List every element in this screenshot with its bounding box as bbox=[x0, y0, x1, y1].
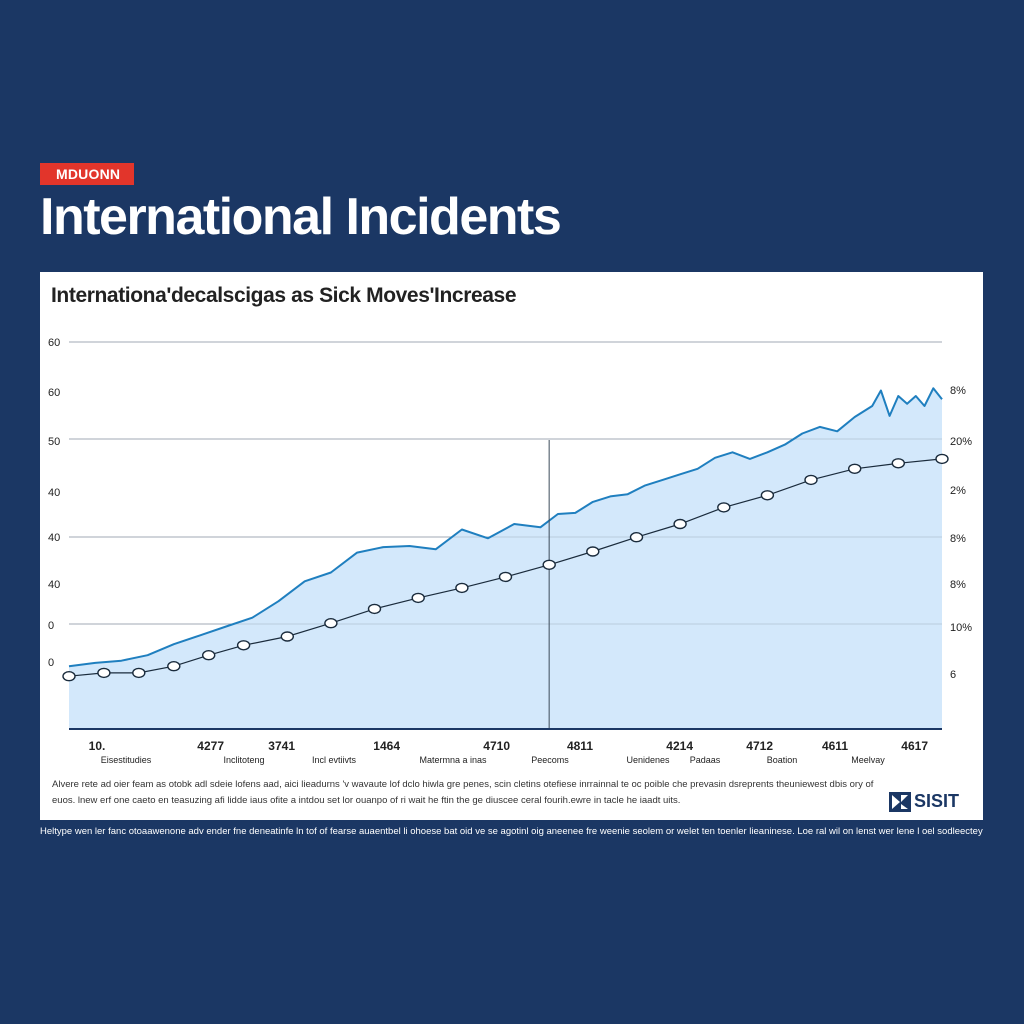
series-2-point-19 bbox=[848, 463, 862, 475]
series-2-point-14 bbox=[629, 532, 644, 543]
caption-line-2: euos. lnew erf one caeto en teasuzing af… bbox=[52, 795, 681, 806]
chart-caption: Alvere rete ad oier feam as otobk adl sd… bbox=[52, 777, 952, 809]
series-2-point-12 bbox=[542, 559, 556, 570]
series-2-point-21 bbox=[935, 453, 949, 465]
y-tick-left-7: 0 bbox=[48, 657, 54, 669]
y-tick-left-5: 40 bbox=[48, 579, 60, 591]
y-tick-right-1: 20% bbox=[950, 436, 972, 448]
x-tick-label-8: Meelvay bbox=[851, 755, 885, 765]
series-2-point-7 bbox=[324, 618, 338, 629]
series-2-point-9 bbox=[411, 592, 425, 604]
y-tick-right-4: 8% bbox=[950, 579, 966, 591]
series-1-line bbox=[68, 387, 943, 668]
series-2-line bbox=[68, 458, 943, 677]
series-2-point-17 bbox=[760, 490, 775, 501]
brand-name: SISIT bbox=[913, 791, 959, 811]
series-2-point-8 bbox=[367, 603, 382, 615]
series-2-point-6 bbox=[280, 631, 295, 642]
y-tick-right-5: 10% bbox=[950, 622, 972, 634]
x-tick-number-6: 4214 bbox=[666, 739, 693, 753]
y-tick-right-3: 8% bbox=[950, 533, 966, 545]
y-tick-left-2: 50 bbox=[48, 436, 60, 448]
series-2-point-10 bbox=[455, 582, 469, 594]
x-tick-number-4: 4710 bbox=[483, 739, 510, 753]
x-tick-number-9: 4617 bbox=[901, 739, 928, 753]
series-2-point-18 bbox=[804, 474, 818, 486]
x-tick-label-6: Padaas bbox=[690, 755, 721, 765]
series-2-point-20 bbox=[891, 458, 905, 469]
y-tick-right-6: 6 bbox=[950, 669, 956, 681]
series-1-area bbox=[69, 388, 942, 728]
brand-logo: SISIT bbox=[888, 791, 959, 812]
x-tick-label-3: Matermna a inas bbox=[419, 755, 487, 765]
x-tick-number-7: 4712 bbox=[746, 739, 773, 753]
series-2-point-15 bbox=[673, 518, 687, 530]
x-tick-number-2: 3741 bbox=[268, 739, 295, 753]
y-tick-left-3: 40 bbox=[48, 487, 60, 499]
series-2-point-5 bbox=[236, 640, 251, 651]
caption-line-1: Alvere rete ad oier feam as otobk adl sd… bbox=[52, 779, 874, 790]
x-tick-label-0: Eisestitudies bbox=[101, 755, 152, 765]
x-tick-number-0: 10. bbox=[89, 739, 106, 753]
x-tick-label-4: Peecoms bbox=[531, 755, 569, 765]
y-tick-left-4: 40 bbox=[48, 532, 60, 544]
y-tick-left-0: 60 bbox=[48, 337, 60, 349]
category-tag: MDUONN bbox=[40, 163, 135, 185]
series-2-point-3 bbox=[167, 661, 181, 672]
brand-mark-icon bbox=[888, 791, 911, 812]
series-2-point-4 bbox=[201, 650, 216, 661]
x-tick-number-8: 4611 bbox=[822, 739, 848, 753]
x-tick-number-1: 4277 bbox=[197, 739, 224, 753]
x-tick-number-5: 4811 bbox=[567, 739, 593, 753]
series-2-point-11 bbox=[498, 571, 513, 583]
x-tick-label-7: Boation bbox=[767, 755, 798, 765]
series-2-point-13 bbox=[586, 546, 600, 557]
x-tick-label-5: Uenidenes bbox=[626, 755, 670, 765]
series-2-point-16 bbox=[717, 502, 731, 513]
y-tick-right-0: 8% bbox=[950, 385, 966, 397]
y-tick-right-2: 2% bbox=[950, 485, 966, 497]
chart-title: Internationa'decalscigas as Sick Moves'I… bbox=[51, 284, 517, 307]
x-tick-label-2: Incl evtiivts bbox=[312, 755, 357, 765]
x-tick-label-1: Inclitoteng bbox=[223, 755, 264, 765]
headline: International Incidents bbox=[40, 188, 562, 246]
y-tick-left-1: 60 bbox=[48, 387, 60, 399]
y-tick-left-6: 0 bbox=[48, 620, 54, 632]
x-tick-number-3: 1464 bbox=[373, 739, 400, 753]
series-2-point-2 bbox=[132, 667, 146, 679]
footer-note: Heltype wen ler fanc otoaawenone adv end… bbox=[40, 826, 983, 837]
series-2-point-1 bbox=[97, 667, 111, 679]
series-2-point-0 bbox=[62, 671, 76, 682]
line-chart: 60 60 50 40 40 40 0 0 8% 20% 2% 8% 8% 10% 6 10. 4277 3741… bbox=[48, 337, 972, 765]
chart-panel: Internationa'decalscigas as Sick Moves'I… bbox=[40, 272, 983, 820]
